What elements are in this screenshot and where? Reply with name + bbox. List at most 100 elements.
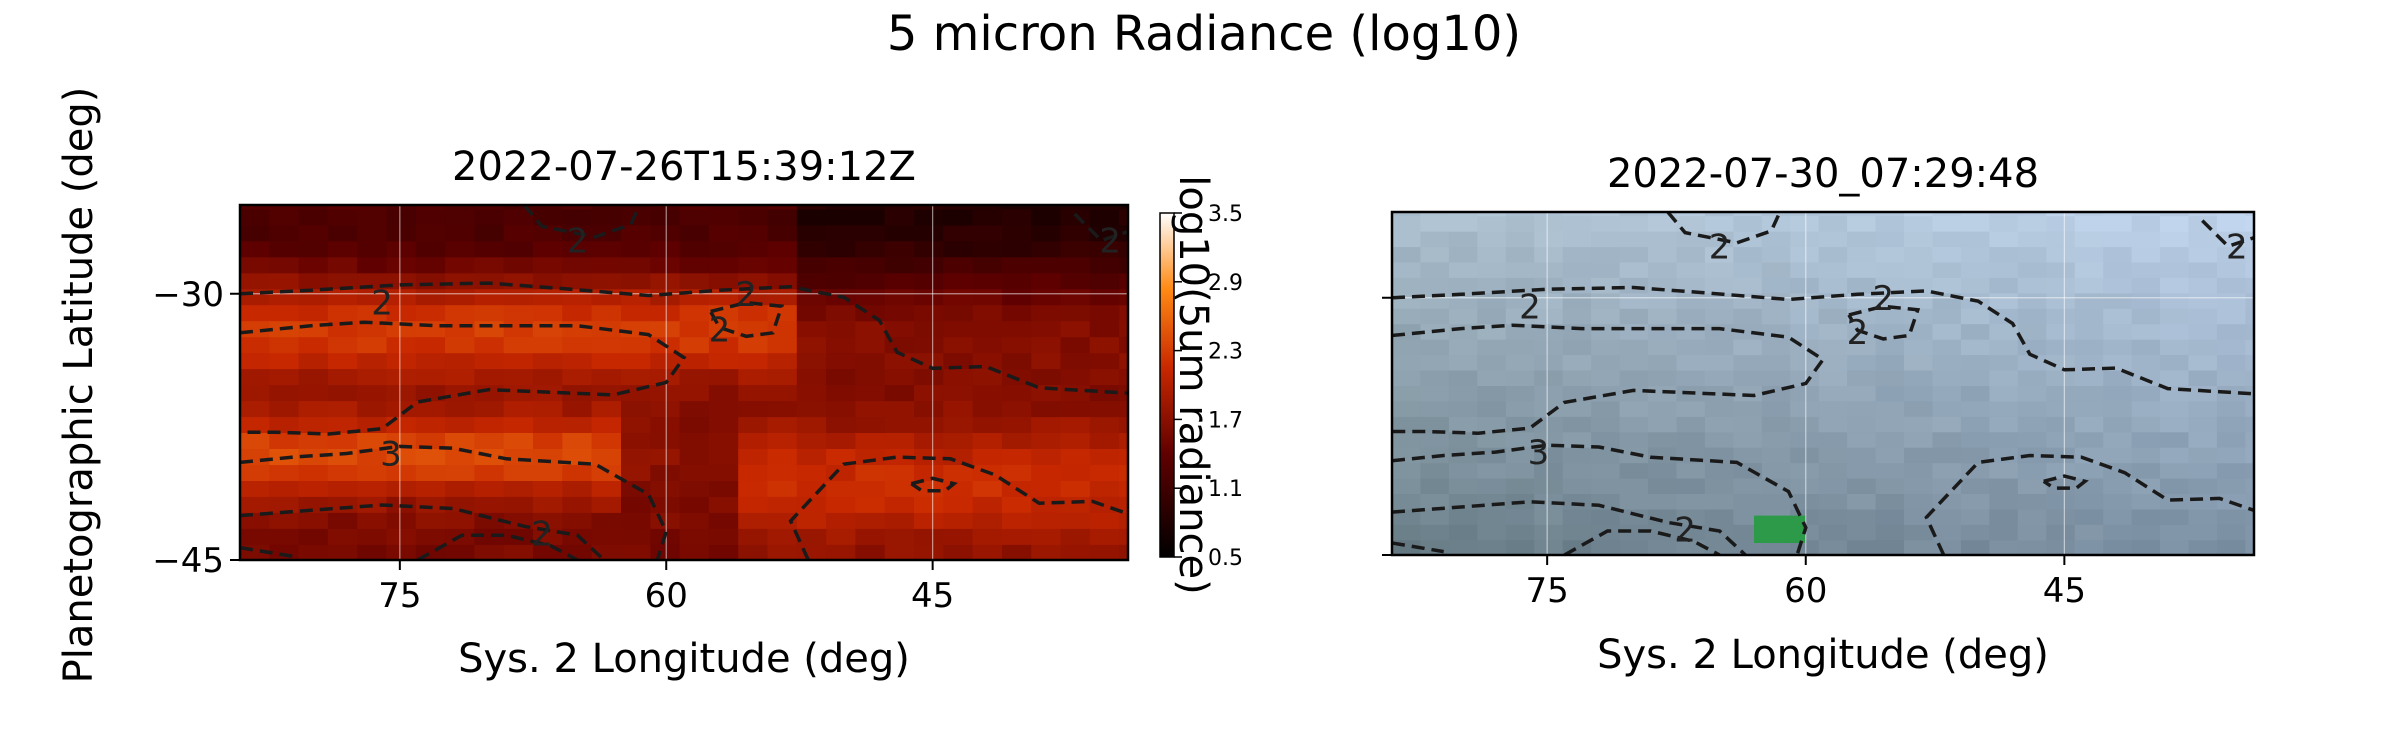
- heatmap-cell: [533, 416, 564, 433]
- heatmap-cell: [767, 512, 798, 529]
- heatmap-cell: [884, 240, 915, 258]
- heatmap-cell: [1733, 212, 1763, 217]
- heatmap-cell: [650, 272, 681, 290]
- heatmap-cell: [1591, 212, 1621, 217]
- heatmap-cell: [240, 416, 271, 433]
- heatmap-cell: [914, 528, 945, 545]
- heatmap-cell: [445, 224, 476, 242]
- heatmap-cell: [621, 336, 652, 354]
- heatmap-cell: [884, 256, 915, 274]
- heatmap-cell: [357, 240, 388, 258]
- heatmap-cell: [1031, 400, 1062, 418]
- heatmap-cell: [679, 480, 710, 497]
- heatmap-cell: [269, 416, 300, 433]
- heatmap-cell: [415, 336, 446, 354]
- heatmap-cell: [2245, 493, 2254, 510]
- heatmap-cell: [1676, 354, 1706, 371]
- heatmap-cell: [621, 224, 652, 242]
- heatmap-cell: [1875, 508, 1905, 525]
- heatmap-cell: [2216, 292, 2247, 309]
- heatmap-cell: [1392, 493, 1422, 510]
- heatmap-cell: [1761, 416, 1791, 433]
- heatmap-cell: [738, 336, 769, 354]
- heatmap-cell: [1932, 369, 1962, 386]
- heatmap-cell: [738, 288, 769, 306]
- heatmap-cell: [1904, 493, 1934, 510]
- heatmap-cell: [650, 400, 681, 418]
- heatmap-cell: [1119, 288, 1128, 306]
- x-tick-label: 45: [911, 576, 954, 616]
- contour-label: 2: [1872, 279, 1894, 319]
- heatmap-cell: [708, 512, 739, 529]
- heatmap-cell: [2274, 277, 2303, 293]
- heatmap-cell: [533, 240, 564, 258]
- heatmap-cell: [2075, 185, 2104, 201]
- heatmap-cell: [591, 384, 622, 402]
- heatmap-cell: [1648, 447, 1678, 464]
- heatmap-cell: [943, 208, 974, 226]
- heatmap-cell: [2245, 354, 2254, 371]
- heatmap-cell: [357, 528, 388, 545]
- heatmap-cell: [415, 480, 446, 497]
- heatmap-cell: [796, 512, 827, 529]
- heatmap-cell: [796, 400, 827, 418]
- heatmap-cell: [591, 304, 622, 322]
- heatmap-cell: [1648, 292, 1678, 309]
- heatmap-cell: [2103, 308, 2133, 325]
- heatmap-cell: [1704, 292, 1735, 309]
- heatmap-cell: [884, 512, 915, 529]
- heatmap-cell: [1448, 524, 1479, 541]
- heatmap-cell: [679, 432, 710, 449]
- heatmap-cell: [972, 528, 1003, 545]
- heatmap-cell: [943, 464, 974, 481]
- heatmap-cell: [1534, 215, 1564, 232]
- heatmap-cell: [796, 240, 827, 258]
- heatmap-cell: [298, 384, 329, 402]
- heatmap-cell: [1676, 400, 1706, 417]
- heatmap-cell: [708, 336, 739, 354]
- heatmap-cell: [1790, 431, 1820, 448]
- heatmap-cell: [533, 336, 564, 354]
- heatmap-cell: [1875, 493, 1905, 510]
- heatmap-cell: [1648, 431, 1678, 448]
- heatmap-cell: [2131, 369, 2161, 386]
- heatmap-cell: [1089, 464, 1120, 481]
- heatmap-cell: [1505, 323, 1535, 340]
- heatmap-cell: [1505, 212, 1535, 217]
- heatmap-cell: [2046, 477, 2076, 494]
- heatmap-cell: [1733, 338, 1763, 356]
- colorbar: 0.5 1.1 1.7 2.3 2.9 3.5 log10(5um radiance): [1159, 175, 1243, 595]
- contour-label: 3: [1528, 433, 1550, 473]
- heatmap-cell: [2245, 416, 2254, 433]
- heatmap-cell: [914, 336, 945, 354]
- heatmap-cell: [1761, 369, 1791, 386]
- heatmap-cell: [2188, 539, 2218, 555]
- heatmap-cell: [1505, 369, 1535, 386]
- heatmap-cell: [1676, 323, 1706, 340]
- heatmap-cell: [1392, 416, 1422, 433]
- heatmap-cell: [1031, 304, 1062, 322]
- right-contours: [1392, 212, 2254, 555]
- heatmap-cell: [1761, 292, 1791, 309]
- heatmap-cell: [1534, 524, 1564, 541]
- contour-line: [1666, 212, 1782, 245]
- heatmap-cell: [1119, 208, 1128, 226]
- heatmap-cell: [562, 480, 593, 497]
- heatmap-cell: [1989, 323, 2019, 340]
- heatmap-cell: [2245, 212, 2254, 217]
- heatmap-cell: [1733, 385, 1763, 402]
- heatmap-cell: [855, 205, 886, 210]
- heatmap-cell: [855, 240, 886, 258]
- heatmap-cell: [1704, 308, 1735, 325]
- heatmap-cell: [1989, 369, 2019, 386]
- heatmap-cell: [1089, 432, 1120, 449]
- heatmap-cell: [2131, 416, 2161, 433]
- heatmap-cell: [2046, 212, 2076, 217]
- heatmap-cell: [2160, 292, 2190, 309]
- heatmap-cell: [1704, 369, 1735, 386]
- heatmap-cell: [2103, 292, 2133, 309]
- heatmap-cell: [1818, 261, 1848, 278]
- left-y-axis-label: Planetographic Latitude (deg): [56, 87, 102, 684]
- heatmap-cell: [2188, 477, 2218, 494]
